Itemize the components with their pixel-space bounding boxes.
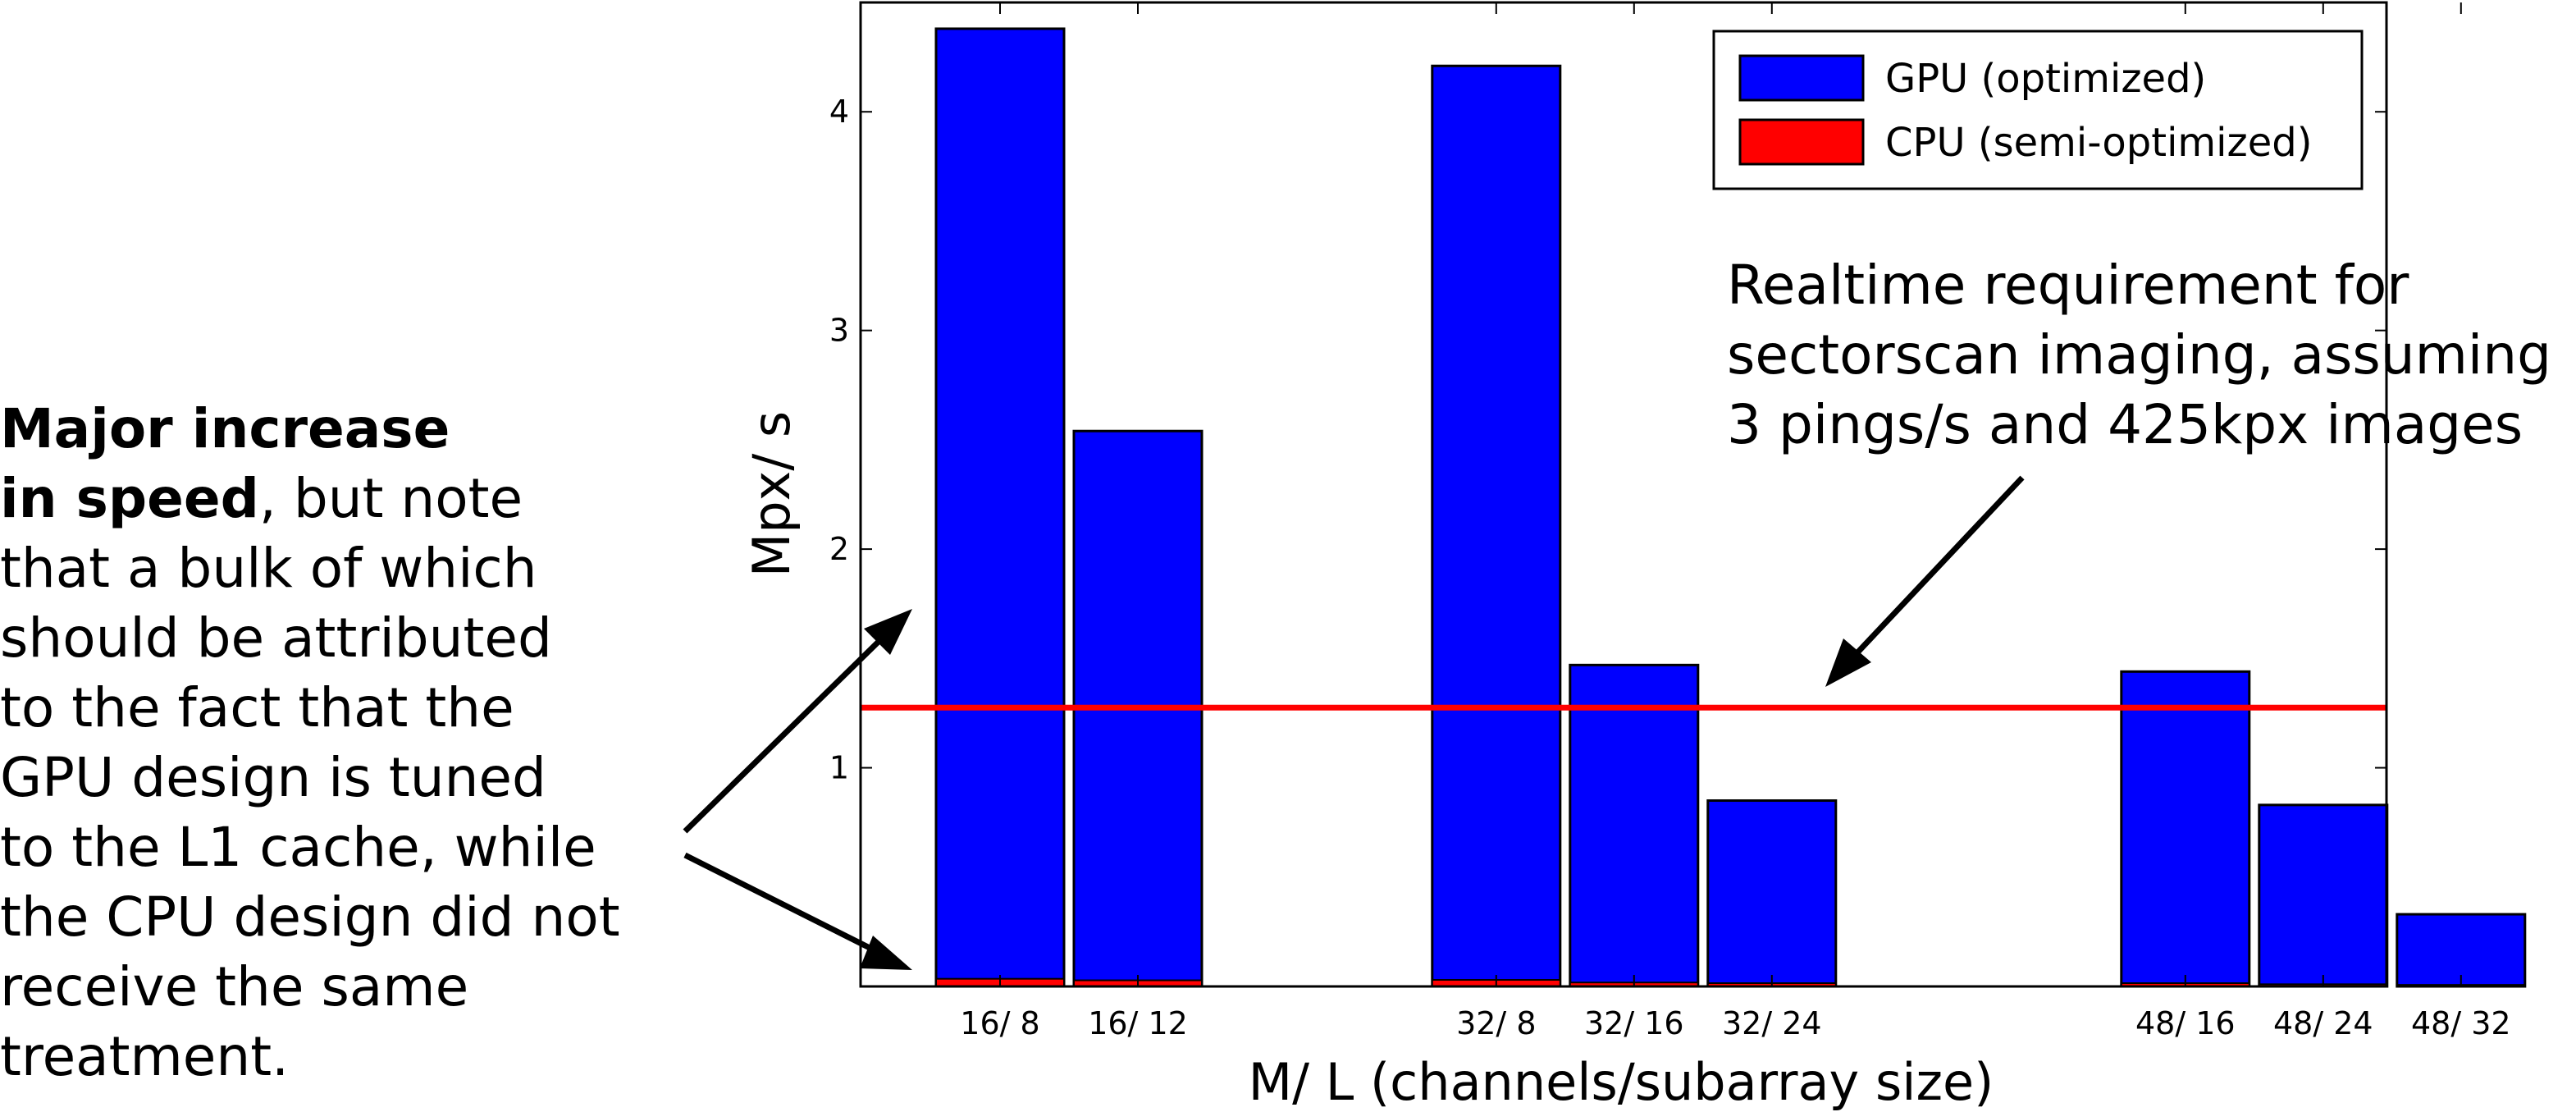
- arrow-head-gpu: [864, 609, 912, 655]
- gpu-bar-48-32: [2396, 913, 2527, 988]
- left-annotation-line-3: that a bulk of which: [0, 537, 537, 600]
- left-annotation-line-5: to the fact that the: [0, 676, 514, 739]
- y-tick-label: 1: [829, 750, 849, 786]
- bars-layer: [934, 27, 2527, 988]
- gpu-bar-32-24: [1706, 799, 1838, 988]
- gpu-bar-48-24: [2258, 803, 2389, 988]
- right-annotation-line-3: 3 pings/s and 425kpx images: [1727, 393, 2523, 456]
- x-tick-label: 16/ 8: [960, 1005, 1039, 1041]
- legend-swatch-gpu: [1738, 54, 1865, 102]
- gpu-bar-32-8: [1431, 64, 1562, 988]
- left-annotation-rest-part: , but note: [259, 467, 523, 530]
- arrow-to-cpu-bar: [683, 852, 886, 959]
- plot-frame: [859, 1, 2388, 988]
- left-annotation-line-4: should be attributed: [0, 606, 552, 670]
- left-annotation-line-2: in speed, but note: [0, 467, 523, 530]
- gpu-bar-48-16: [2120, 670, 2251, 988]
- axes-layer: [859, 1, 2388, 988]
- ticks-layer: 16/ 8 16/ 12 32/ 8 32/ 16 32/ 24 48/ 16 48/ 24…: [829, 2, 2511, 1041]
- annotation-arrows: [683, 475, 2025, 970]
- left-annotation-line-9: receive the same: [0, 955, 468, 1018]
- left-annotation-line-6: GPU design is tuned: [0, 746, 546, 809]
- left-annotation-line-1: Major increase: [0, 397, 450, 460]
- x-tick-label: 48/ 16: [2135, 1005, 2236, 1041]
- gpu-bar-16-8: [934, 27, 1066, 988]
- right-annotation-line-1: Realtime requirement for: [1727, 254, 2409, 317]
- y-tick-label: 4: [829, 94, 849, 130]
- right-annotation: Realtime requirement for sectorscan imag…: [1727, 254, 2551, 456]
- legend-label-gpu: GPU (optimized): [1885, 56, 2206, 102]
- left-annotation-line-10: treatment.: [0, 1025, 289, 1088]
- gpu-bar-32-16: [1569, 663, 1700, 988]
- y-axis-label: Mpx/ s: [742, 411, 802, 577]
- x-axis-label: M/ L (channels/subarray size): [1249, 1052, 1994, 1112]
- arrow-to-realtime-line: [1845, 475, 2025, 666]
- x-tick-label: 16/ 12: [1088, 1005, 1188, 1041]
- y-tick-label: 2: [829, 531, 849, 567]
- x-tick-label: 32/ 16: [1584, 1005, 1684, 1041]
- arrow-head-realtime: [1825, 638, 1871, 687]
- left-annotation: Major increase in speed, but note that a…: [0, 397, 620, 1088]
- x-tick-label: 32/ 8: [1456, 1005, 1536, 1041]
- legend-swatch-cpu: [1738, 118, 1865, 166]
- arrow-to-gpu-bar: [683, 628, 893, 834]
- left-annotation-line-7: to the L1 cache, while: [0, 816, 596, 879]
- y-tick-label: 3: [829, 313, 849, 349]
- x-tick-label: 48/ 24: [2273, 1005, 2373, 1041]
- left-annotation-line-8: the CPU design did not: [0, 885, 620, 949]
- left-annotation-bold-part: in speed: [0, 467, 259, 530]
- x-tick-label: 32/ 24: [1722, 1005, 1822, 1041]
- arrow-head-cpu: [860, 936, 912, 970]
- legend: GPU (optimized) CPU (semi-optimized): [1712, 30, 2364, 190]
- legend-label-cpu: CPU (semi-optimized): [1885, 120, 2312, 166]
- right-annotation-line-2: sectorscan imaging, assuming: [1727, 323, 2551, 387]
- x-tick-label: 48/ 32: [2411, 1005, 2511, 1041]
